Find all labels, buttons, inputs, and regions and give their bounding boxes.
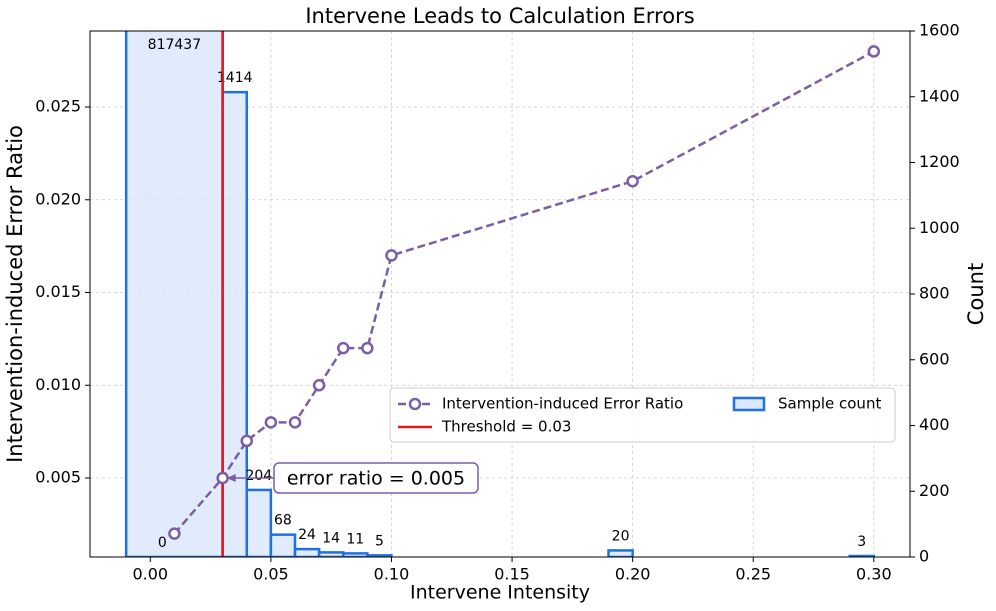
x-tick-label: 0.05 <box>253 565 289 584</box>
y-tick-label: 0.015 <box>35 282 81 301</box>
y2-tick-label: 0 <box>919 547 929 566</box>
line-marker <box>312 379 326 392</box>
x-tick-label: 0.30 <box>856 565 892 584</box>
legend-box <box>389 387 896 443</box>
y2-tick-label: 600 <box>919 349 950 368</box>
histogram-bar <box>245 488 273 557</box>
y2-tick-label: 1200 <box>919 152 960 171</box>
line-marker <box>867 45 881 58</box>
histogram-bar <box>317 551 345 557</box>
x-tick-label: 0.00 <box>132 565 168 584</box>
annotation-arrowhead <box>226 473 236 482</box>
y-tick-label: 0.025 <box>35 97 81 116</box>
legend-marker <box>408 397 422 411</box>
legend-label: Threshold = 0.03 <box>441 418 571 436</box>
annotation-box <box>273 462 479 494</box>
bar-label: 24 <box>298 527 316 543</box>
x-axis-label: Intervene Intensity <box>410 582 590 604</box>
histogram-bar <box>293 547 321 557</box>
line-marker <box>264 416 278 429</box>
line-marker <box>385 249 398 262</box>
histogram-bar <box>366 554 393 557</box>
line-marker <box>336 341 350 355</box>
bar-label: 11 <box>346 531 364 547</box>
bar-label: 5 <box>375 533 384 549</box>
y-axis-label: Intervention-induced Error Ratio <box>3 125 27 463</box>
x-tick-label: 0.20 <box>615 565 651 584</box>
legend-label: Sample count <box>778 395 881 413</box>
bar-label: 68 <box>274 513 292 529</box>
chart-title: Intervene Leads to Calculation Errors <box>305 4 694 28</box>
y2-tick-label: 1400 <box>919 86 960 105</box>
x-tick-label: 0.15 <box>494 565 530 584</box>
y2-axis-label: Count <box>964 263 988 325</box>
bar-label: 0 <box>158 535 167 551</box>
histogram-bar <box>607 549 634 557</box>
line-marker <box>361 341 374 355</box>
x-tick-label: 0.10 <box>374 565 410 584</box>
y-tick-label: 0.005 <box>35 467 81 486</box>
histogram-bar <box>124 31 224 557</box>
legend-label: Intervention-induced Error Ratio <box>442 395 683 413</box>
histogram-bar <box>221 90 249 557</box>
y-tick-label: 0.010 <box>35 375 81 394</box>
bar-label: 14 <box>322 530 340 546</box>
bar-label: 3 <box>857 534 866 550</box>
legend-bar-sample <box>732 396 766 412</box>
plot-frame <box>89 30 911 558</box>
bar-label: 817437 <box>148 37 201 53</box>
x-tick-label: 0.25 <box>735 565 771 584</box>
line-marker <box>288 416 302 429</box>
y2-tick-label: 1000 <box>919 218 960 237</box>
histogram-bar <box>341 552 369 557</box>
histogram-bar <box>269 533 297 557</box>
y2-tick-label: 800 <box>919 284 950 303</box>
bar-label: 204 <box>245 468 272 484</box>
line-marker <box>168 527 181 540</box>
bar-label: 1414 <box>217 70 253 86</box>
y2-tick-label: 400 <box>919 415 950 434</box>
line-marker <box>216 471 229 485</box>
y2-tick-label: 1600 <box>919 21 960 40</box>
y2-tick-label: 200 <box>919 481 950 500</box>
annotation-text: error ratio = 0.005 <box>287 468 465 490</box>
y-tick-label: 0.020 <box>35 189 81 208</box>
bar-label: 20 <box>612 528 630 544</box>
line-marker <box>240 434 254 448</box>
line-marker <box>626 174 639 188</box>
